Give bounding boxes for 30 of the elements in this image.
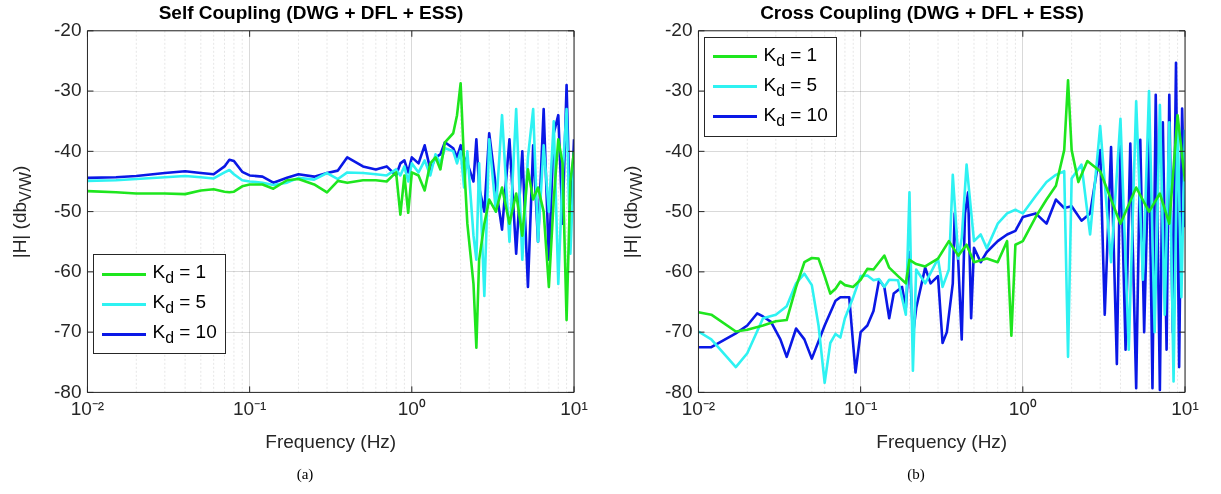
- y-tick-label: -40: [53, 139, 82, 161]
- legend-label: K$_{d}$ = 10: [152, 321, 217, 348]
- legend-label: K$_{d}$ = 1: [152, 261, 207, 288]
- text: (b): [906, 466, 926, 483]
- x-tick-label: 10⁰: [397, 398, 426, 420]
- y-tick-label: -60: [664, 260, 693, 282]
- y-tick-label: -20: [53, 19, 82, 41]
- x-tick-label: 10⁻¹: [843, 398, 878, 420]
- y-tick-label: -50: [664, 199, 693, 221]
- legend-label: K$_{d}$ = 5: [763, 73, 818, 100]
- y-tick-label: -30: [664, 79, 693, 101]
- y-tick-label: -70: [53, 320, 82, 342]
- legend-label: K$_{d}$ = 1: [763, 43, 818, 70]
- x-tick-label: 10¹: [560, 398, 588, 420]
- y-tick-label: -60: [53, 260, 82, 282]
- chart-title: Cross Coupling (DWG + DFL + ESS): [760, 1, 1084, 23]
- y-tick-label: -70: [664, 320, 693, 342]
- x-tick-label: 10⁰: [1008, 398, 1037, 420]
- legend-label: K$_{d}$ = 10: [763, 103, 828, 130]
- y-tick-label: -30: [53, 79, 82, 101]
- x-axis-title: Frequency (Hz): [265, 430, 397, 452]
- y-tick-label: -50: [53, 199, 82, 221]
- y-tick-label: -40: [664, 139, 693, 161]
- text: (a): [295, 466, 315, 483]
- y-tick-label: -20: [664, 19, 693, 41]
- x-tick-label: 10⁻¹: [232, 398, 267, 420]
- x-axis-title: Frequency (Hz): [876, 430, 1008, 452]
- x-tick-label: 10¹: [1171, 398, 1199, 420]
- legend-label: K$_{d}$ = 5: [152, 291, 207, 318]
- chart-title: Self Coupling (DWG + DFL + ESS): [158, 1, 464, 23]
